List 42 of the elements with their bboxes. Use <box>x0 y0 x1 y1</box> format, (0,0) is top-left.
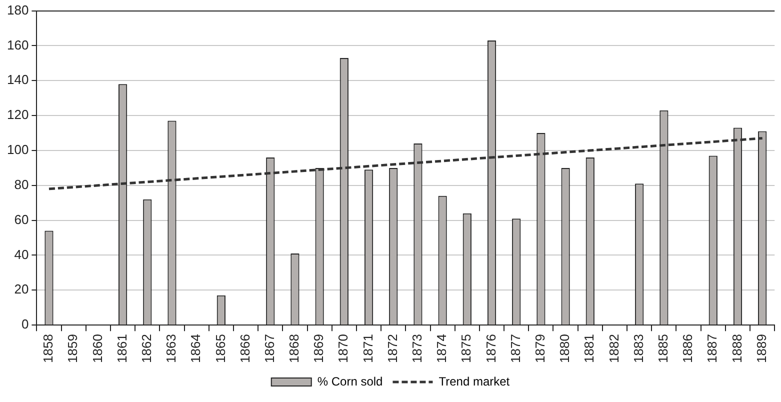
x-tick-label: 1871 <box>360 334 376 363</box>
x-tick-label: 1877 <box>508 334 523 363</box>
x-tick-label: 1859 <box>65 334 80 363</box>
y-tick-label: 140 <box>6 72 29 88</box>
x-tick-label: 1885 <box>656 334 671 363</box>
y-tick-label: 40 <box>14 246 29 262</box>
legend-label: Trend market <box>438 374 510 388</box>
y-tick-label: 0 <box>21 316 29 332</box>
x-tick-label: 1873 <box>410 334 425 363</box>
x-tick-label: 1874 <box>434 334 450 363</box>
x-tick-label: 1872 <box>384 334 400 363</box>
y-tick-label: 100 <box>6 142 29 158</box>
legend-label: % Corn sold <box>317 374 383 388</box>
x-tick-label: 1886 <box>680 334 696 363</box>
x-tick-label: 1876 <box>483 334 498 363</box>
x-tick-label: 1880 <box>557 334 572 363</box>
x-tick-label: 1869 <box>311 334 326 363</box>
x-tick-label: 1889 <box>754 334 769 363</box>
x-tick-label: 1875 <box>458 334 474 363</box>
x-tick-label: 1881 <box>582 334 597 363</box>
y-tick-label: 20 <box>14 282 29 297</box>
x-tick-label: 1867 <box>262 334 277 363</box>
x-tick-label: 1860 <box>90 334 105 363</box>
y-tick-label: 80 <box>14 176 29 192</box>
x-tick-label: 1863 <box>164 334 179 363</box>
x-tick-label: 1887 <box>704 334 720 363</box>
y-tick-label: 60 <box>14 212 29 227</box>
x-tick-label: 1862 <box>138 334 154 363</box>
x-tick-label: 1883 <box>630 334 646 363</box>
y-tick-label: 120 <box>6 107 29 122</box>
x-tick-label: 1868 <box>286 334 302 363</box>
x-tick-label: 1858 <box>40 334 56 363</box>
y-tick-label: 180 <box>6 2 29 18</box>
x-tick-label: 1865 <box>212 334 228 363</box>
x-tick-label: 1861 <box>114 334 130 363</box>
x-tick-label: 1864 <box>188 334 204 363</box>
y-tick-label: 160 <box>6 37 29 52</box>
x-tick-label: 1866 <box>237 334 252 363</box>
x-tick-label: 1888 <box>729 334 744 363</box>
x-tick-label: 1870 <box>336 334 351 363</box>
x-tick-label: 1879 <box>532 334 548 363</box>
x-tick-label: 1882 <box>606 334 622 363</box>
